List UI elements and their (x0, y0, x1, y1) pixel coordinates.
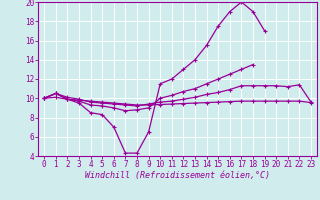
X-axis label: Windchill (Refroidissement éolien,°C): Windchill (Refroidissement éolien,°C) (85, 171, 270, 180)
